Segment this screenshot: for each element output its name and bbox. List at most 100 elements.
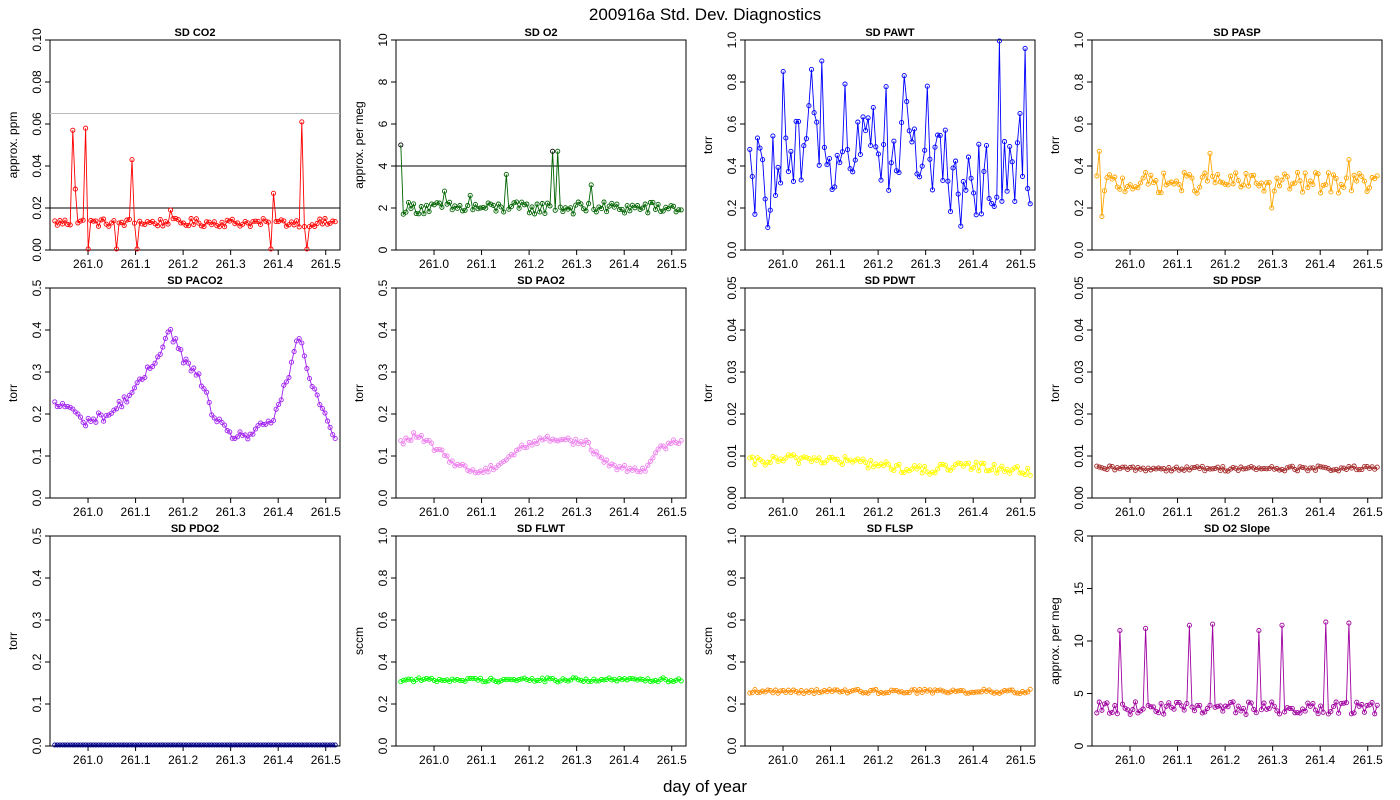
- data-point: [1374, 173, 1380, 179]
- data-point: [1246, 183, 1252, 189]
- data-point: [85, 742, 91, 748]
- x-tick-label: 261.3: [216, 257, 246, 271]
- data-point: [1155, 189, 1162, 195]
- data-point: [598, 676, 605, 682]
- data-point: [1148, 704, 1154, 710]
- data-point: [1019, 173, 1026, 179]
- data-point: [270, 742, 277, 748]
- data-point: [322, 216, 328, 222]
- data-point: [201, 224, 207, 230]
- data-point: [1297, 178, 1303, 184]
- data-point: [760, 688, 766, 694]
- data-point: [1312, 467, 1319, 473]
- panel-sd-pao2: SD PAO2 torr 261.0 261.1 261.2 261.3 261.4 261.…: [352, 275, 687, 519]
- y-tick-label: 0: [1072, 742, 1086, 749]
- x-tick-label: 261.2: [863, 257, 893, 271]
- x-tick-label: 261.5: [311, 753, 341, 767]
- data-point: [647, 678, 653, 684]
- data-point: [258, 742, 264, 748]
- data-point: [940, 688, 946, 694]
- data-point: [72, 186, 78, 192]
- data-point: [754, 689, 761, 695]
- data-point: [1189, 175, 1195, 181]
- data-point: [1297, 464, 1303, 470]
- data-point: [472, 201, 478, 208]
- data-point: [495, 679, 502, 685]
- data-point: [893, 687, 899, 694]
- data-point: [1109, 709, 1115, 716]
- data-point: [276, 401, 282, 407]
- data-point: [673, 677, 679, 683]
- data-point: [1325, 170, 1331, 176]
- x-tick-label: 261.0: [73, 505, 103, 519]
- data-point: [288, 742, 295, 748]
- panel-sd-pdsp: SD PDSP torr 261.0 261.1 261.2 261.3 261.4 261.…: [1048, 275, 1383, 519]
- data-point: [883, 690, 889, 696]
- data-point: [301, 742, 307, 748]
- y-tick-label: 0.00: [1072, 486, 1086, 510]
- data-point: [319, 405, 325, 412]
- y-tick-label: 0.1: [30, 447, 44, 464]
- data-point: [157, 351, 163, 357]
- data-point: [1264, 706, 1270, 712]
- data-point: [604, 457, 610, 463]
- data-point: [801, 143, 807, 149]
- y-tick-label: 0.03: [1072, 360, 1086, 384]
- data-point: [1207, 466, 1213, 472]
- data-point: [67, 742, 73, 748]
- y-tick-label: 8: [376, 78, 390, 85]
- y-tick-label: 0.2: [725, 695, 739, 712]
- data-point: [1279, 622, 1285, 628]
- data-point: [752, 687, 758, 693]
- data-point: [521, 444, 527, 451]
- data-point: [1119, 701, 1126, 707]
- data-point: [547, 676, 553, 682]
- data-point: [501, 458, 507, 465]
- data-point: [614, 467, 620, 473]
- x-tick-label: 261.4: [958, 257, 988, 271]
- data-point: [981, 168, 987, 175]
- y-tick-label: 0.02: [1072, 402, 1086, 426]
- x-tick-label: 261.4: [609, 257, 639, 271]
- data-point: [418, 433, 424, 439]
- data-point: [1215, 171, 1221, 177]
- data-point: [483, 679, 489, 685]
- data-point: [870, 104, 876, 111]
- data-point: [1266, 705, 1272, 712]
- data-point: [209, 222, 215, 228]
- data-point: [175, 742, 181, 748]
- data-point: [88, 217, 94, 224]
- data-point: [834, 152, 840, 158]
- x-tick-label: 261.3: [562, 257, 592, 271]
- data-point: [665, 679, 671, 685]
- data-point: [1132, 699, 1138, 705]
- data-point: [196, 742, 202, 748]
- y-tick-label: 0.4: [30, 321, 44, 338]
- data-point: [798, 177, 804, 183]
- data-point: [901, 469, 907, 476]
- data-point: [119, 404, 125, 410]
- data-point: [126, 216, 132, 222]
- data-point: [1197, 702, 1203, 709]
- data-point: [278, 217, 284, 223]
- data-point: [134, 246, 140, 252]
- data-point: [211, 742, 217, 748]
- data-point: [1233, 710, 1239, 716]
- data-point: [324, 221, 331, 227]
- panel-title: SD FLWT: [517, 523, 566, 535]
- data-point: [516, 205, 522, 211]
- data-point: [1305, 700, 1311, 706]
- data-point: [488, 201, 494, 207]
- data-point: [1287, 464, 1293, 470]
- data-point: [609, 200, 615, 206]
- data-point: [98, 412, 104, 418]
- data-point: [619, 677, 625, 683]
- data-point: [204, 389, 210, 395]
- figure-xlabel: day of year: [663, 777, 747, 796]
- data-point: [242, 432, 248, 438]
- data-point: [1202, 170, 1208, 176]
- data-point: [857, 688, 863, 694]
- x-tick-label: 261.5: [1006, 505, 1036, 519]
- y-tick-label: 0.01: [1072, 444, 1086, 468]
- data-point: [1220, 180, 1226, 186]
